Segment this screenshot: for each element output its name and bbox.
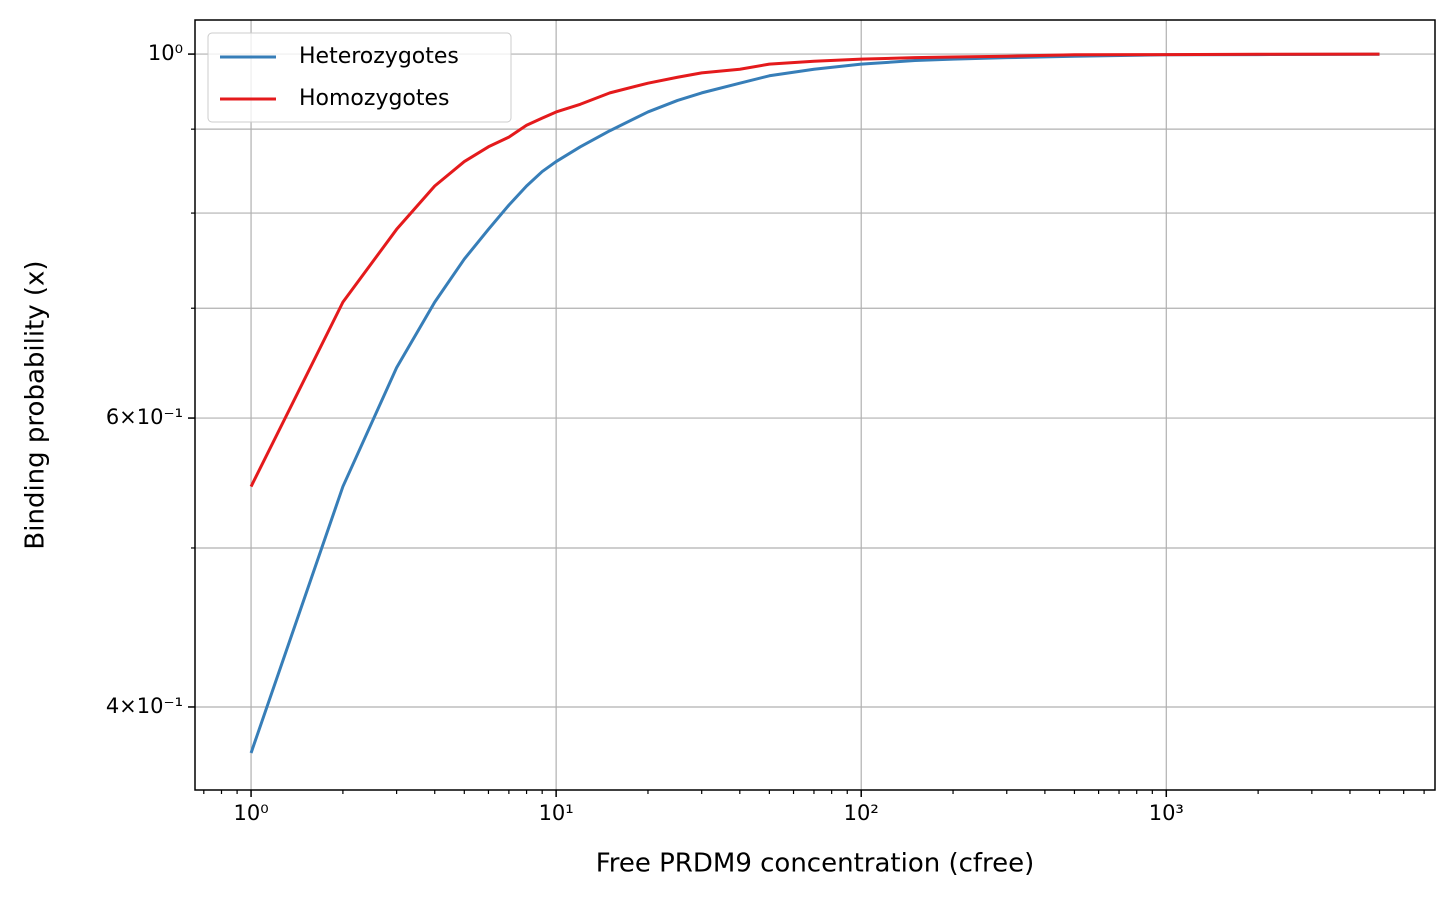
legend: Heterozygotes Homozygotes — [207, 32, 512, 123]
legend-box — [207, 32, 512, 123]
x-tick-label: 10³ — [1149, 801, 1184, 825]
x-tick-label: 10² — [844, 801, 879, 825]
ticks: 10⁰ 10¹ 10² 10³ 4×10⁻¹ 6×10⁻¹ 10⁰ — [106, 41, 1425, 825]
x-axis-label: Free PRDM9 concentration (cfree) — [596, 849, 1035, 879]
series-line — [249, 52, 1380, 488]
y-axis-label: Binding probability (x) — [21, 260, 51, 549]
x-tick-label: 10¹ — [539, 801, 574, 825]
axes-frame — [194, 19, 1436, 791]
y-tick-label: 10⁰ — [148, 41, 183, 65]
legend-label: Heterozygotes — [299, 44, 459, 69]
y-tick-label: 6×10⁻¹ — [106, 405, 183, 429]
x-tick-label: 10⁰ — [233, 801, 268, 825]
series-line — [249, 52, 1380, 754]
plot-area — [249, 52, 1380, 754]
y-tick-label: 4×10⁻¹ — [106, 694, 183, 718]
legend-label: Homozygotes — [299, 86, 450, 111]
